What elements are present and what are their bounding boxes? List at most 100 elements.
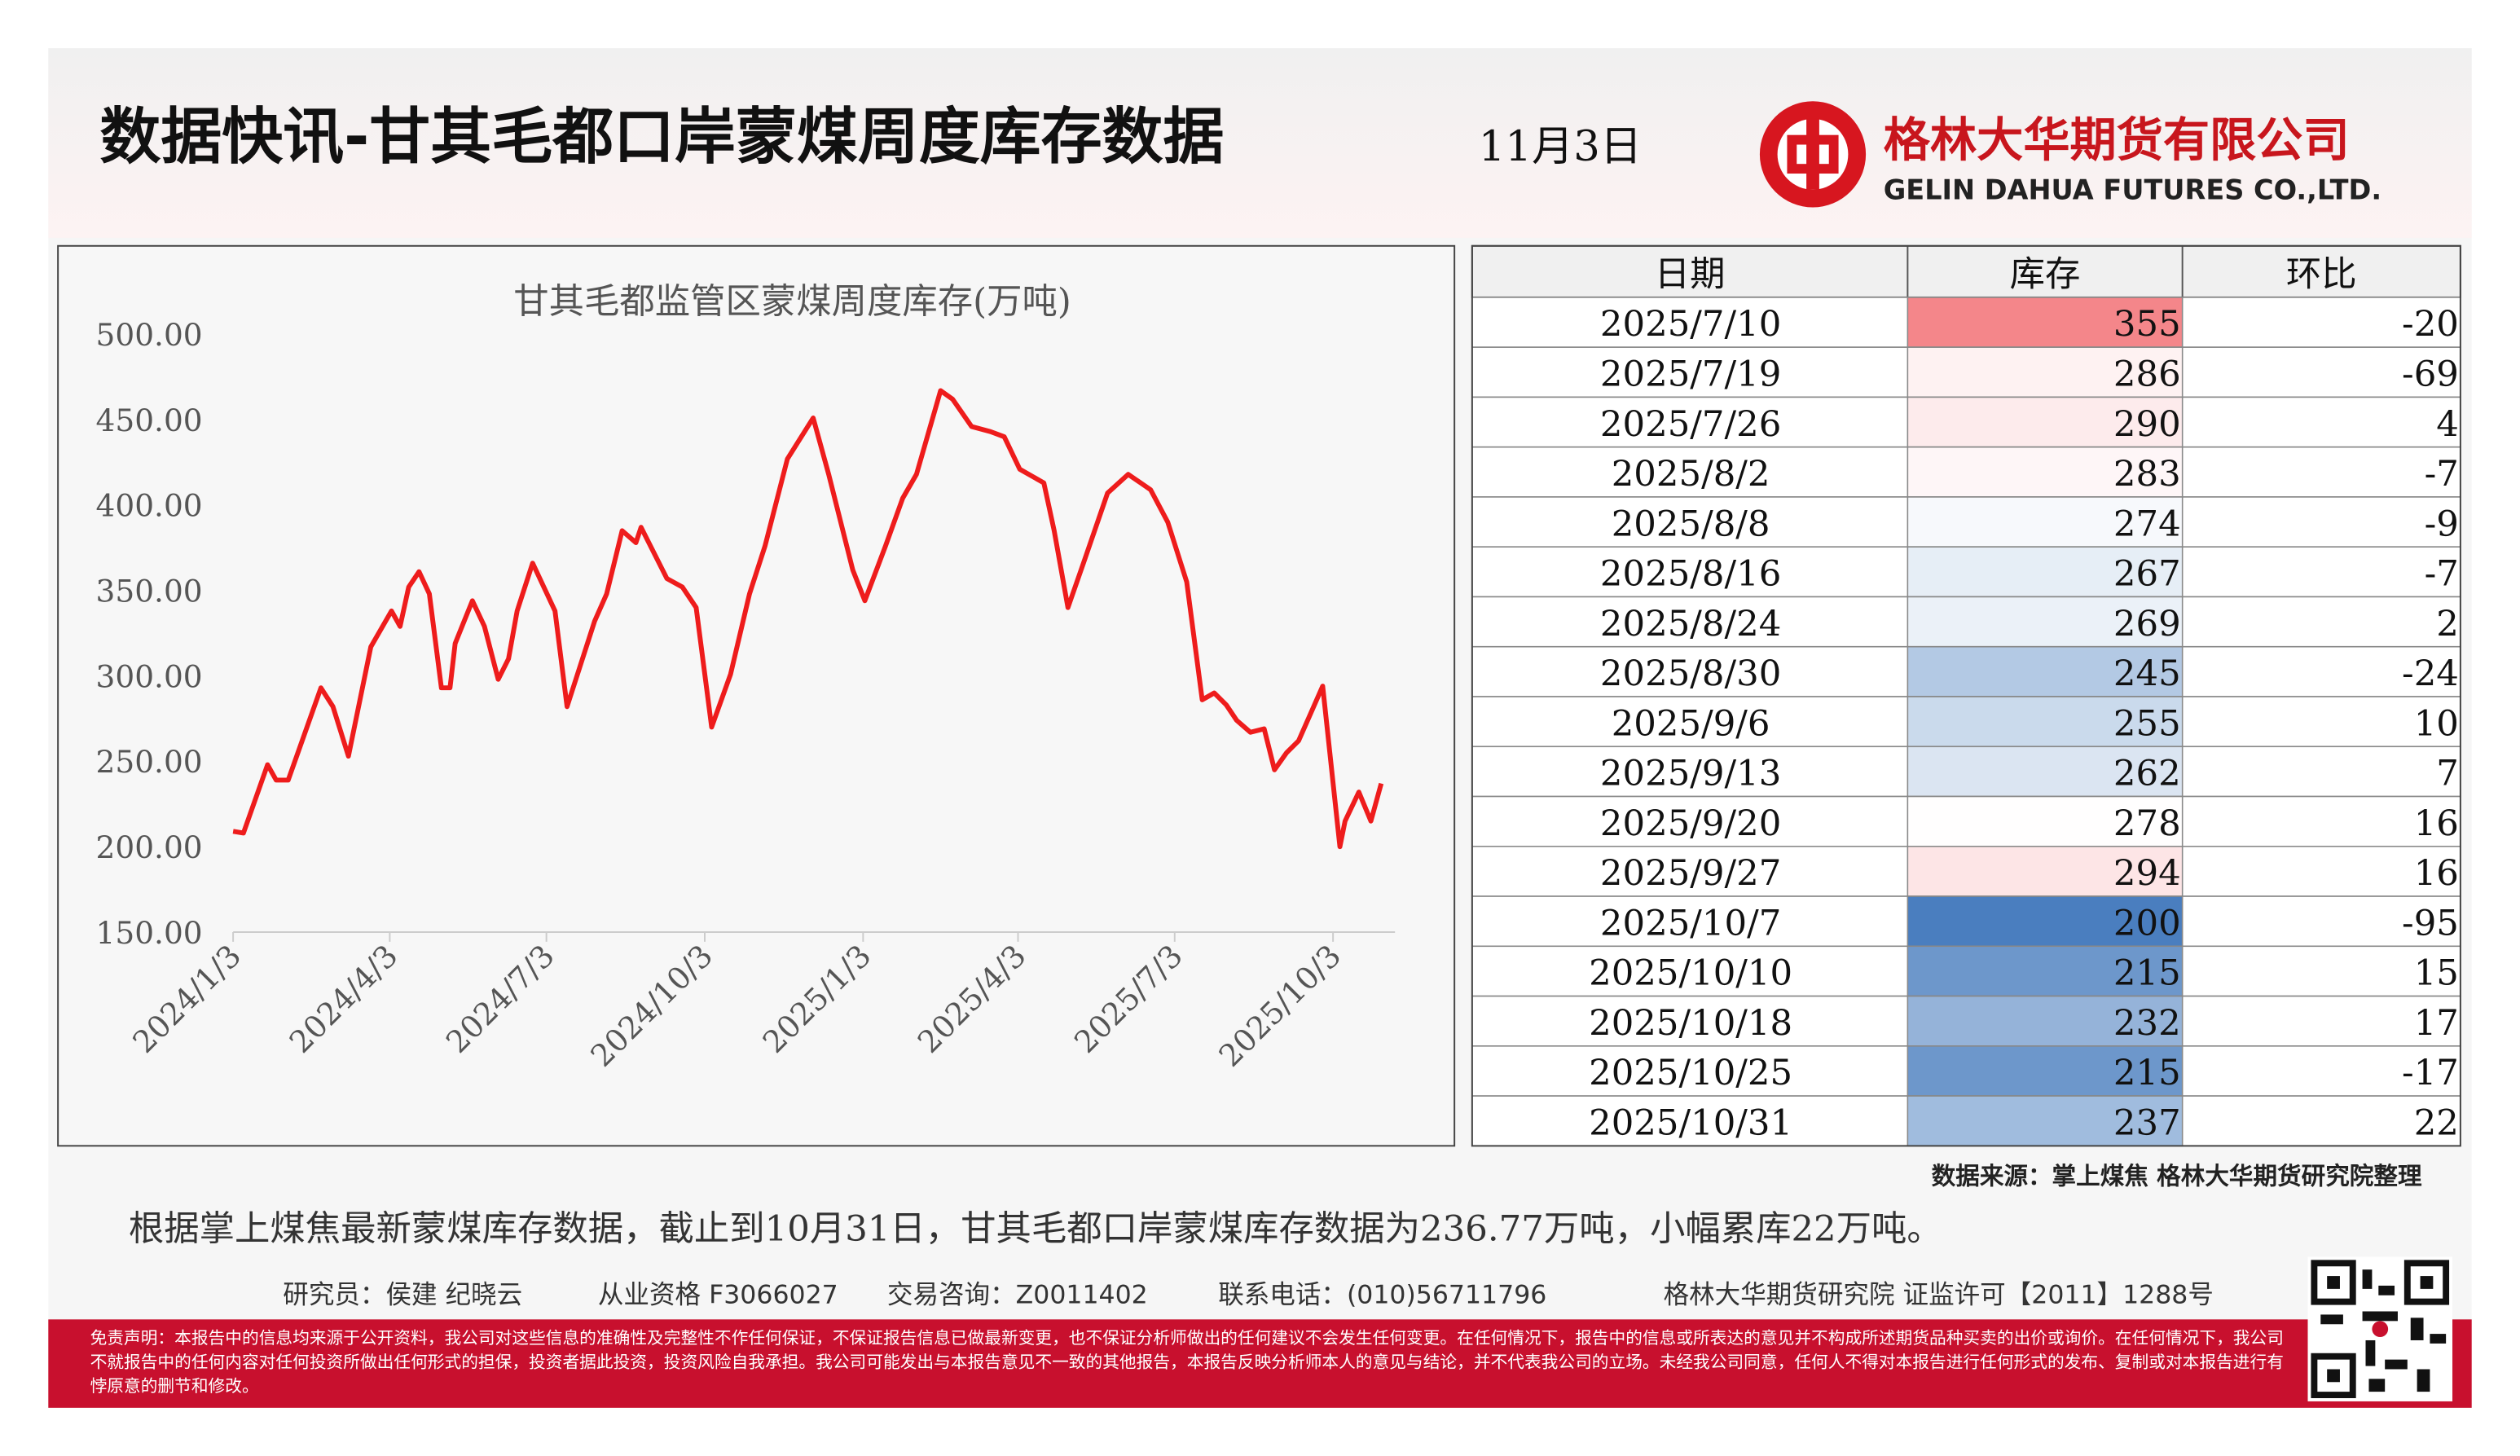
stock-heat [1906,645,2184,697]
change-cell: -7 [2425,454,2459,495]
date-cell: 2025/10/18 [1589,1003,1792,1044]
stock-cell: 262 [2113,754,2181,794]
date-cell: 2025/8/8 [1612,504,1770,544]
date-cell: 2025/10/31 [1589,1102,1792,1143]
date-cell: 2025/9/20 [1600,803,1781,844]
stock-cell: 269 [2113,604,2181,644]
summary: 根据掌上煤焦最新蒙煤库存数据，截止到10月31日，甘其毛都口岸蒙煤库存数据为23… [129,1209,1942,1250]
stock-heat [1906,446,2184,498]
qualification: 从业资格 F3066027 [598,1281,838,1310]
y-tick-label: 500.00 [96,317,203,353]
stock-cell: 286 [2113,354,2181,394]
stock-cell: 215 [2113,953,2181,994]
company-en: GELIN DAHUA FUTURES CO.,LTD. [1884,174,2381,206]
change-cell: 17 [2414,1003,2459,1044]
date-cell: 2025/7/19 [1600,354,1781,394]
y-tick-label: 200.00 [96,829,203,865]
date-cell: 2025/9/13 [1600,754,1781,794]
change-cell: 2 [2436,604,2459,644]
institute: 格林大华期货研究院 证监许可【2011】1288号 [1664,1281,2214,1310]
stock-heat [1906,496,2184,548]
change-cell: 15 [2414,953,2459,994]
stock-heat [1906,995,2184,1047]
disclaimer: 免责声明：本报告中的信息均来源于公开资料，我公司对这些信息的准确性及完整性不作任… [90,1329,2284,1397]
table-border [1471,244,2461,1147]
date-cell: 2025/8/16 [1600,554,1781,595]
disclaimer-box: 免责声明：本报告中的信息均来源于公开资料，我公司对这些信息的准确性及完整性不作任… [90,1329,2284,1397]
date-cell: 2025/8/24 [1600,604,1781,644]
change-cell: -20 [2402,304,2459,345]
stock-heat [1906,746,2184,798]
change-cell: -24 [2402,653,2459,694]
stock-heat [1906,1095,2184,1147]
table-header: 库存 [2010,254,2081,295]
stock-cell: 274 [2113,504,2181,544]
date-cell: 2025/10/25 [1589,1053,1792,1093]
date-cell: 2025/8/30 [1600,653,1781,694]
consult: 交易咨询：Z0011402 [887,1281,1148,1310]
change-cell: -95 [2402,903,2459,944]
date-cell: 2025/10/10 [1589,953,1792,994]
qr-code [2307,1256,2453,1401]
stock-heat [1906,795,2184,847]
date-cell: 2025/7/26 [1600,404,1781,445]
stock-heat [1906,596,2184,648]
stock-cell: 215 [2113,1053,2181,1093]
change-cell: 16 [2414,853,2459,894]
stock-cell: 232 [2113,1003,2181,1044]
table-header: 日期 [1655,254,1726,295]
phone: 联系电话：(010)56711796 [1218,1281,1546,1310]
stock-cell: 355 [2113,304,2181,345]
y-tick-label: 400.00 [96,488,203,524]
header-band [48,48,2472,238]
page-date: 11月3日 [1479,122,1642,171]
stock-heat [1906,297,2184,348]
data-line [232,388,1384,850]
data-table: 日期 库存 环比 2025/7/10 355 -20 2025/7/19 286 -69 2025… [1471,244,2461,1147]
date-cell: 2025/9/27 [1600,853,1781,894]
disclaimer-band [48,1319,2472,1408]
stock-cell: 267 [2113,554,2181,595]
date-cell: 2025/8/2 [1612,454,1770,495]
change-cell: -9 [2425,504,2459,544]
stock-heat [1906,396,2184,448]
stock-cell: 245 [2113,653,2181,694]
stock-cell: 283 [2113,454,2181,495]
y-tick-label: 300.00 [96,658,203,694]
change-cell: -7 [2425,554,2459,595]
y-tick-label: 450.00 [96,402,203,438]
stock-cell: 200 [2113,903,2181,944]
company-cn: 格林大华期货有限公司 [1884,113,2350,167]
table-header: 环比 [2286,254,2357,295]
stock-cell: 290 [2113,404,2181,445]
stock-heat [1906,346,2184,398]
date-cell: 2025/7/10 [1600,304,1781,345]
page-title: 数据快讯-甘其毛都口岸蒙煤周度库存数据 [99,100,1224,172]
stock-heat [1906,696,2184,748]
table-header-bg [1471,244,2461,298]
date-cell: 2025/9/6 [1612,703,1770,744]
logo [1759,101,1867,208]
chart-frame [57,244,1456,1147]
source-note: 数据来源：掌上煤焦 格林大华期货研究院整理 [1932,1163,2422,1190]
y-tick-label: 350.00 [96,574,203,609]
stock-cell: 255 [2113,703,2181,744]
date-cell: 2025/10/7 [1600,903,1781,944]
footer: 研究员：侯建 纪晓云 从业资格 F3066027 交易咨询：Z0011402 联… [283,1281,2214,1310]
stock-cell: 278 [2113,803,2181,844]
stock-cell: 237 [2113,1102,2181,1143]
stock-cell: 294 [2113,853,2181,894]
change-cell: 10 [2414,703,2459,744]
change-cell: -17 [2402,1053,2459,1093]
y-tick-label: 150.00 [96,915,203,951]
change-cell: 4 [2436,404,2459,445]
change-cell: 16 [2414,803,2459,844]
change-cell: -69 [2402,354,2459,394]
chart-title: 甘其毛都监管区蒙煤周度库存(万吨) [513,282,1071,323]
y-tick-label: 250.00 [96,744,203,780]
change-cell: 22 [2414,1102,2459,1143]
stock-heat [1906,546,2184,598]
change-cell: 7 [2436,754,2459,794]
